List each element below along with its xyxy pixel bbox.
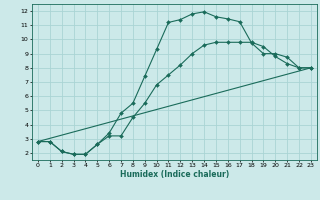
X-axis label: Humidex (Indice chaleur): Humidex (Indice chaleur) [120,170,229,179]
